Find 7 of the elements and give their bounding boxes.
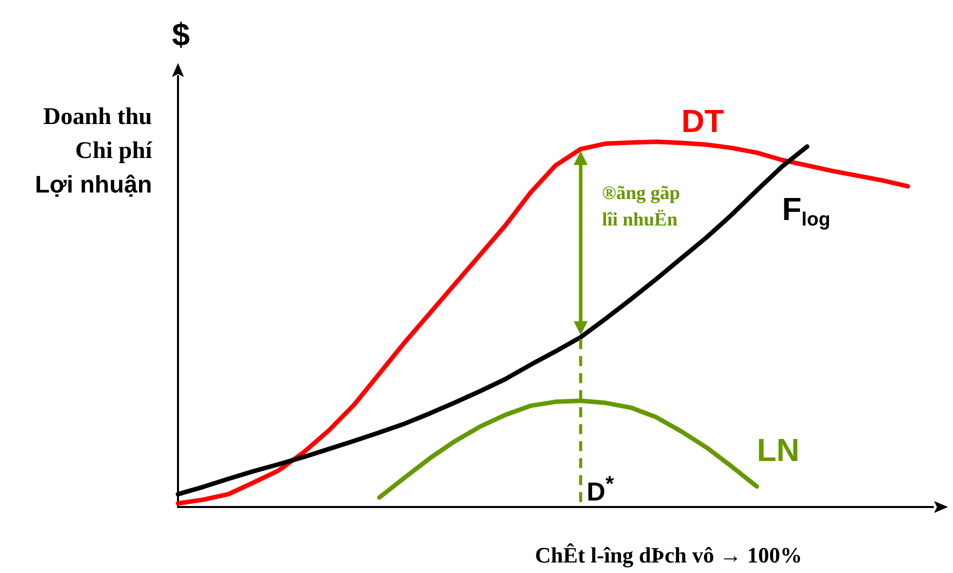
annotation: ®ãng gãp lîi nhuËn [602, 182, 680, 230]
x-axis-title: ChÊt l-îng dÞch vô → 100% [535, 542, 802, 568]
y-axis-title: Doanh thu Chi phí Lợi nhuận [34, 104, 152, 198]
annotation: D$^{*}$ [586, 470, 614, 507]
series-label: DT [681, 103, 724, 140]
series-label: LN [756, 432, 800, 468]
text: $ [172, 16, 190, 52]
